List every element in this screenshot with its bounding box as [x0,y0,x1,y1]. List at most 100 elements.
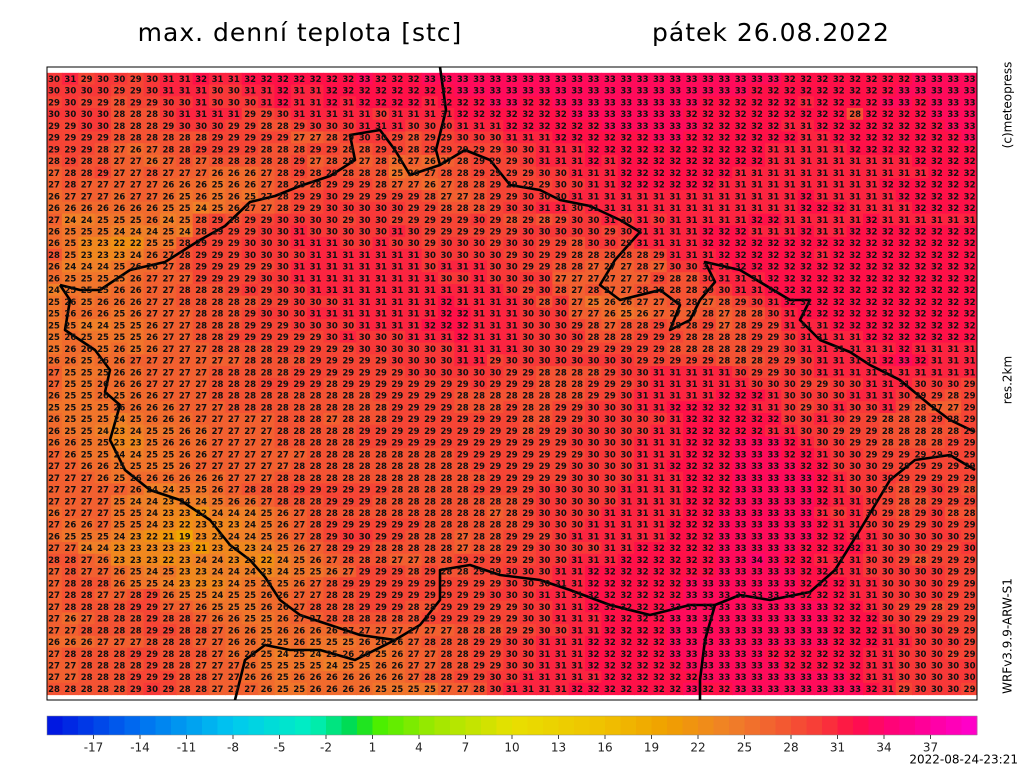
temperature-value: 29 [490,462,502,472]
temperature-value: 32 [866,274,878,284]
temperature-value: 29 [261,263,273,273]
temperature-value: 31 [473,333,485,343]
temperature-value: 31 [391,310,403,320]
temperature-value: 31 [849,181,861,191]
temperature-value: 30 [163,98,175,108]
temperature-value: 30 [735,368,747,378]
temperature-value: 31 [408,251,420,261]
temperature-value: 29 [915,450,927,460]
temperature-value: 27 [359,157,371,167]
temperature-value: 31 [359,321,371,331]
temperature-value: 32 [735,239,747,249]
temperature-value: 28 [424,462,436,472]
temperature-value: 28 [620,333,632,343]
temperature-value: 32 [686,403,698,413]
temperature-value: 32 [244,75,256,85]
temperature-value: 25 [113,333,125,343]
temperature-value: 28 [882,415,894,425]
temperature-cell [732,96,750,109]
temperature-value: 31 [767,169,779,179]
temperature-value: 31 [735,192,747,202]
temperature-value: 31 [604,169,616,179]
temperature-value: 31 [800,98,812,108]
temperature-value: 31 [686,368,698,378]
temperature-value: 32 [800,450,812,460]
temperature-cell [94,72,112,86]
temperature-cell [61,72,79,86]
temperature-value: 32 [702,110,714,120]
temperature-cell [143,96,161,109]
temperature-value: 27 [64,462,76,472]
temperature-value: 31 [179,75,191,85]
temperature-value: 28 [326,392,338,402]
temperature-value: 28 [293,403,305,413]
temperature-value: 33 [669,110,681,120]
temperature-value: 32 [326,75,338,85]
temperature-value: 31 [718,263,730,273]
temperature-value: 31 [718,368,730,378]
temperature-value: 32 [604,134,616,144]
temperature-value: 26 [195,439,207,449]
temperature-value: 32 [767,216,779,226]
temperature-value: 28 [195,227,207,237]
temperature-value: 28 [588,333,600,343]
temperature-value: 33 [686,98,698,108]
temperature-value: 29 [440,415,452,425]
temperature-value: 27 [195,415,207,425]
temperature-value: 32 [931,169,943,179]
temperature-value: 30 [473,239,485,249]
temperature-value: 30 [604,403,616,413]
temperature-value: 32 [898,239,910,249]
temperature-value: 32 [915,357,927,367]
temperature-value: 32 [898,345,910,355]
temperature-value: 29 [767,333,779,343]
temperature-cell [159,72,177,86]
temperature-value: 27 [179,310,191,320]
temperature-value: 30 [424,357,436,367]
temperature-value: 29 [212,251,224,261]
temperature-value: 32 [898,110,910,120]
temperature-value: 31 [506,298,518,308]
temperature-value: 31 [767,181,779,191]
temperature-value: 31 [424,333,436,343]
temperature-cell [127,72,145,86]
temperature-value: 29 [506,403,518,413]
temperature-value: 28 [64,169,76,179]
temperature-value: 30 [212,98,224,108]
temperature-value: 28 [506,392,518,402]
temperature-value: 29 [277,333,289,343]
temperature-value: 32 [947,274,959,284]
temperature-value: 31 [767,145,779,155]
temperature-value: 30 [277,310,289,320]
temperature-value: 30 [277,274,289,284]
temperature-cell [748,96,766,109]
temperature-value: 27 [261,439,273,449]
temperature-value: 30 [539,310,551,320]
temperature-value: 33 [767,450,779,460]
temperature-value: 32 [931,251,943,261]
temperature-value: 31 [310,251,322,261]
temperature-value: 30 [571,181,583,191]
temperature-value: 25 [64,274,76,284]
temperature-value: 23 [97,251,109,261]
temperature-value: 28 [375,157,387,167]
temperature-value: 25 [81,450,93,460]
temperature-value: 28 [555,263,567,273]
temperature-value: 32 [637,169,649,179]
temperature-value: 26 [97,462,109,472]
temperature-value: 31 [522,134,534,144]
temperature-value: 31 [637,403,649,413]
temperature-value: 30 [620,403,632,413]
temperature-value: 31 [718,380,730,390]
temperature-cell [94,96,112,109]
temperature-value: 31 [817,169,829,179]
temperature-value: 26 [146,251,158,261]
temperature-cell [536,84,553,97]
temperature-value: 26 [81,462,93,472]
temperature-value: 25 [64,380,76,390]
temperature-value: 25 [97,286,109,296]
temperature-value: 30 [784,345,796,355]
temperature-value: 28 [849,110,861,120]
temperature-value: 28 [310,474,322,484]
temperature-value: 31 [882,204,894,214]
